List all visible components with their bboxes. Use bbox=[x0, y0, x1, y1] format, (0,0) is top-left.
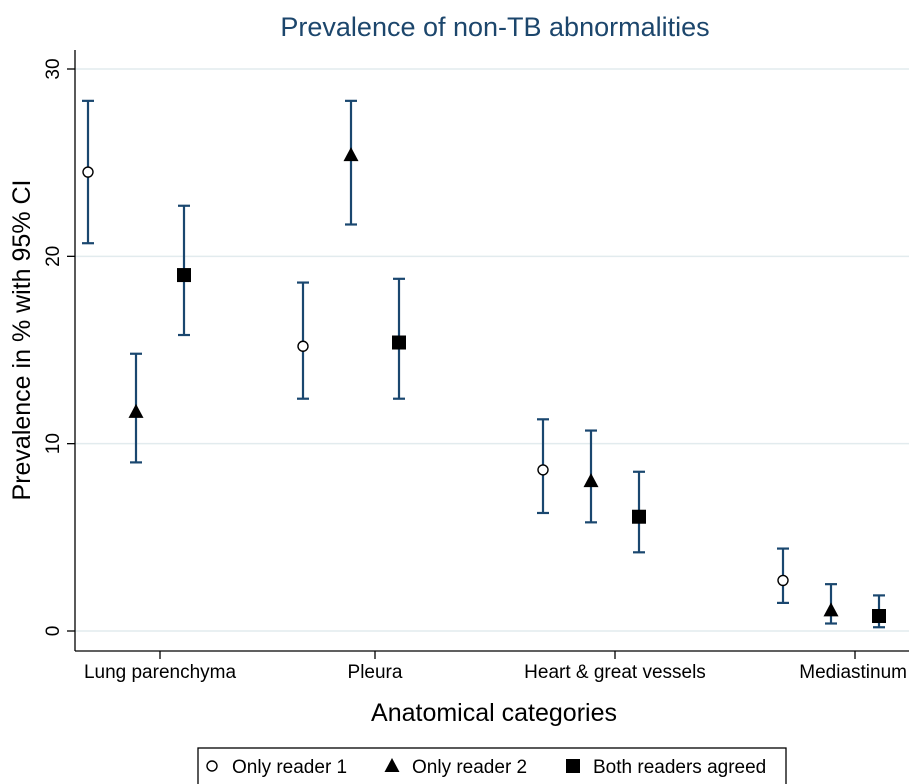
chart-title: Prevalence of non-TB abnormalities bbox=[280, 12, 709, 42]
legend: Only reader 1 Only reader 2 Both readers a… bbox=[197, 747, 787, 784]
data-point bbox=[777, 574, 789, 587]
x-axis-label: Anatomical categories bbox=[371, 699, 617, 727]
y-axis-label: Prevalence in % with 95% CI bbox=[8, 180, 36, 501]
data-point bbox=[177, 268, 191, 283]
data-point bbox=[872, 609, 886, 624]
data-point bbox=[823, 602, 839, 617]
data-point bbox=[632, 509, 646, 524]
x-tick-label: Heart & great vessels bbox=[524, 662, 706, 683]
x-tick-label: Lung parenchyma bbox=[84, 662, 237, 683]
data-marks bbox=[82, 99, 886, 629]
data-point bbox=[343, 147, 359, 162]
legend-marker bbox=[206, 760, 218, 772]
y-tick-label: 10 bbox=[43, 433, 64, 454]
y-tick-label: 30 bbox=[43, 58, 64, 79]
legend-label: Only reader 1 bbox=[232, 757, 347, 778]
legend-box bbox=[197, 747, 787, 784]
legend-marker bbox=[566, 759, 580, 773]
x-tick-label: Mediastinum bbox=[799, 662, 907, 683]
data-point bbox=[297, 340, 309, 352]
y-ticks: 0 10 20 30 bbox=[43, 58, 75, 636]
data-point bbox=[583, 473, 599, 488]
legend-label: Both readers agreed bbox=[593, 757, 766, 778]
x-ticks: Lung parenchyma Pleura Heart & great vesse… bbox=[84, 651, 907, 683]
data-point bbox=[392, 335, 406, 350]
x-tick-label: Pleura bbox=[348, 662, 403, 683]
gridlines bbox=[75, 68, 909, 632]
y-tick-label: 20 bbox=[43, 246, 64, 267]
data-point bbox=[82, 166, 94, 178]
legend-label: Only reader 2 bbox=[412, 757, 527, 778]
data-point bbox=[128, 403, 144, 418]
y-tick-label: 0 bbox=[43, 626, 64, 637]
data-point bbox=[537, 464, 549, 476]
legend-marker bbox=[384, 758, 400, 772]
